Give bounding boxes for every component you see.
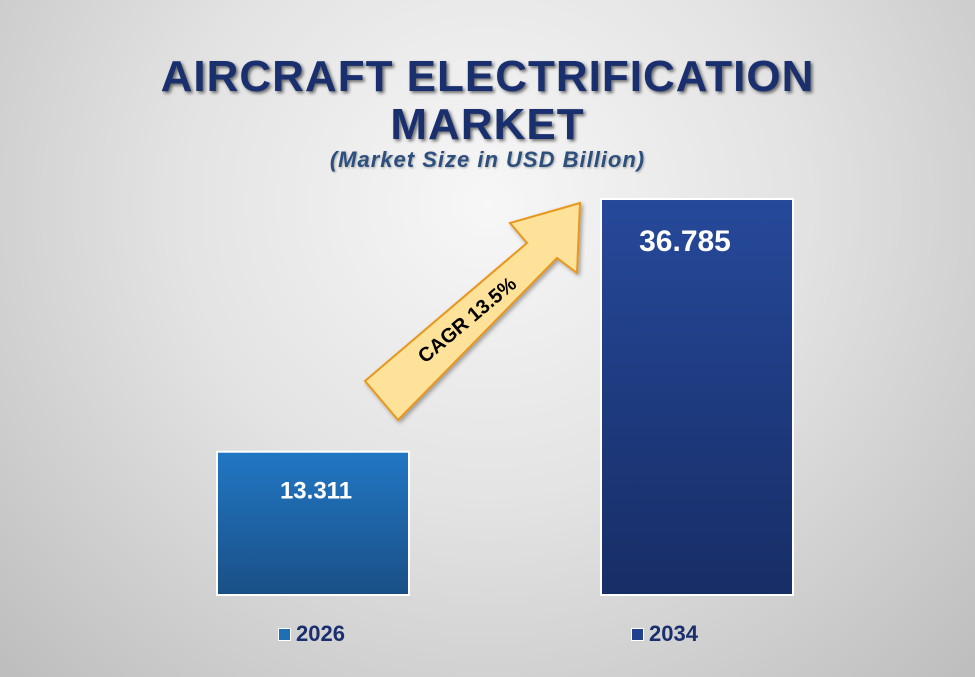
cagr-arrow: CAGR 13.5% [363,201,582,422]
bar-value-label-2026: 13.311 [280,478,352,505]
legend-swatch-2026 [278,627,291,641]
chart-title-line-2: MARKET [390,100,585,149]
chart-subtitle: (Market Size in USD Billion) [329,147,646,172]
cagr-arrow-shape [363,201,582,422]
legend-item-2026: 2026 [278,621,345,647]
bar-value-label-2034: 36.785 [639,225,731,258]
legend-label-2034: 2034 [649,621,698,646]
legend-label-2026: 2026 [296,621,345,646]
cagr-label: CAGR 13.5% [414,273,521,368]
bar-2034 [600,198,794,596]
legend-item-2034: 2034 [631,621,698,647]
chart-title-line-1: AIRCRAFT ELECTRIFICATION [160,52,815,101]
legend-swatch-2034 [631,627,644,641]
bar-2026 [216,450,410,596]
